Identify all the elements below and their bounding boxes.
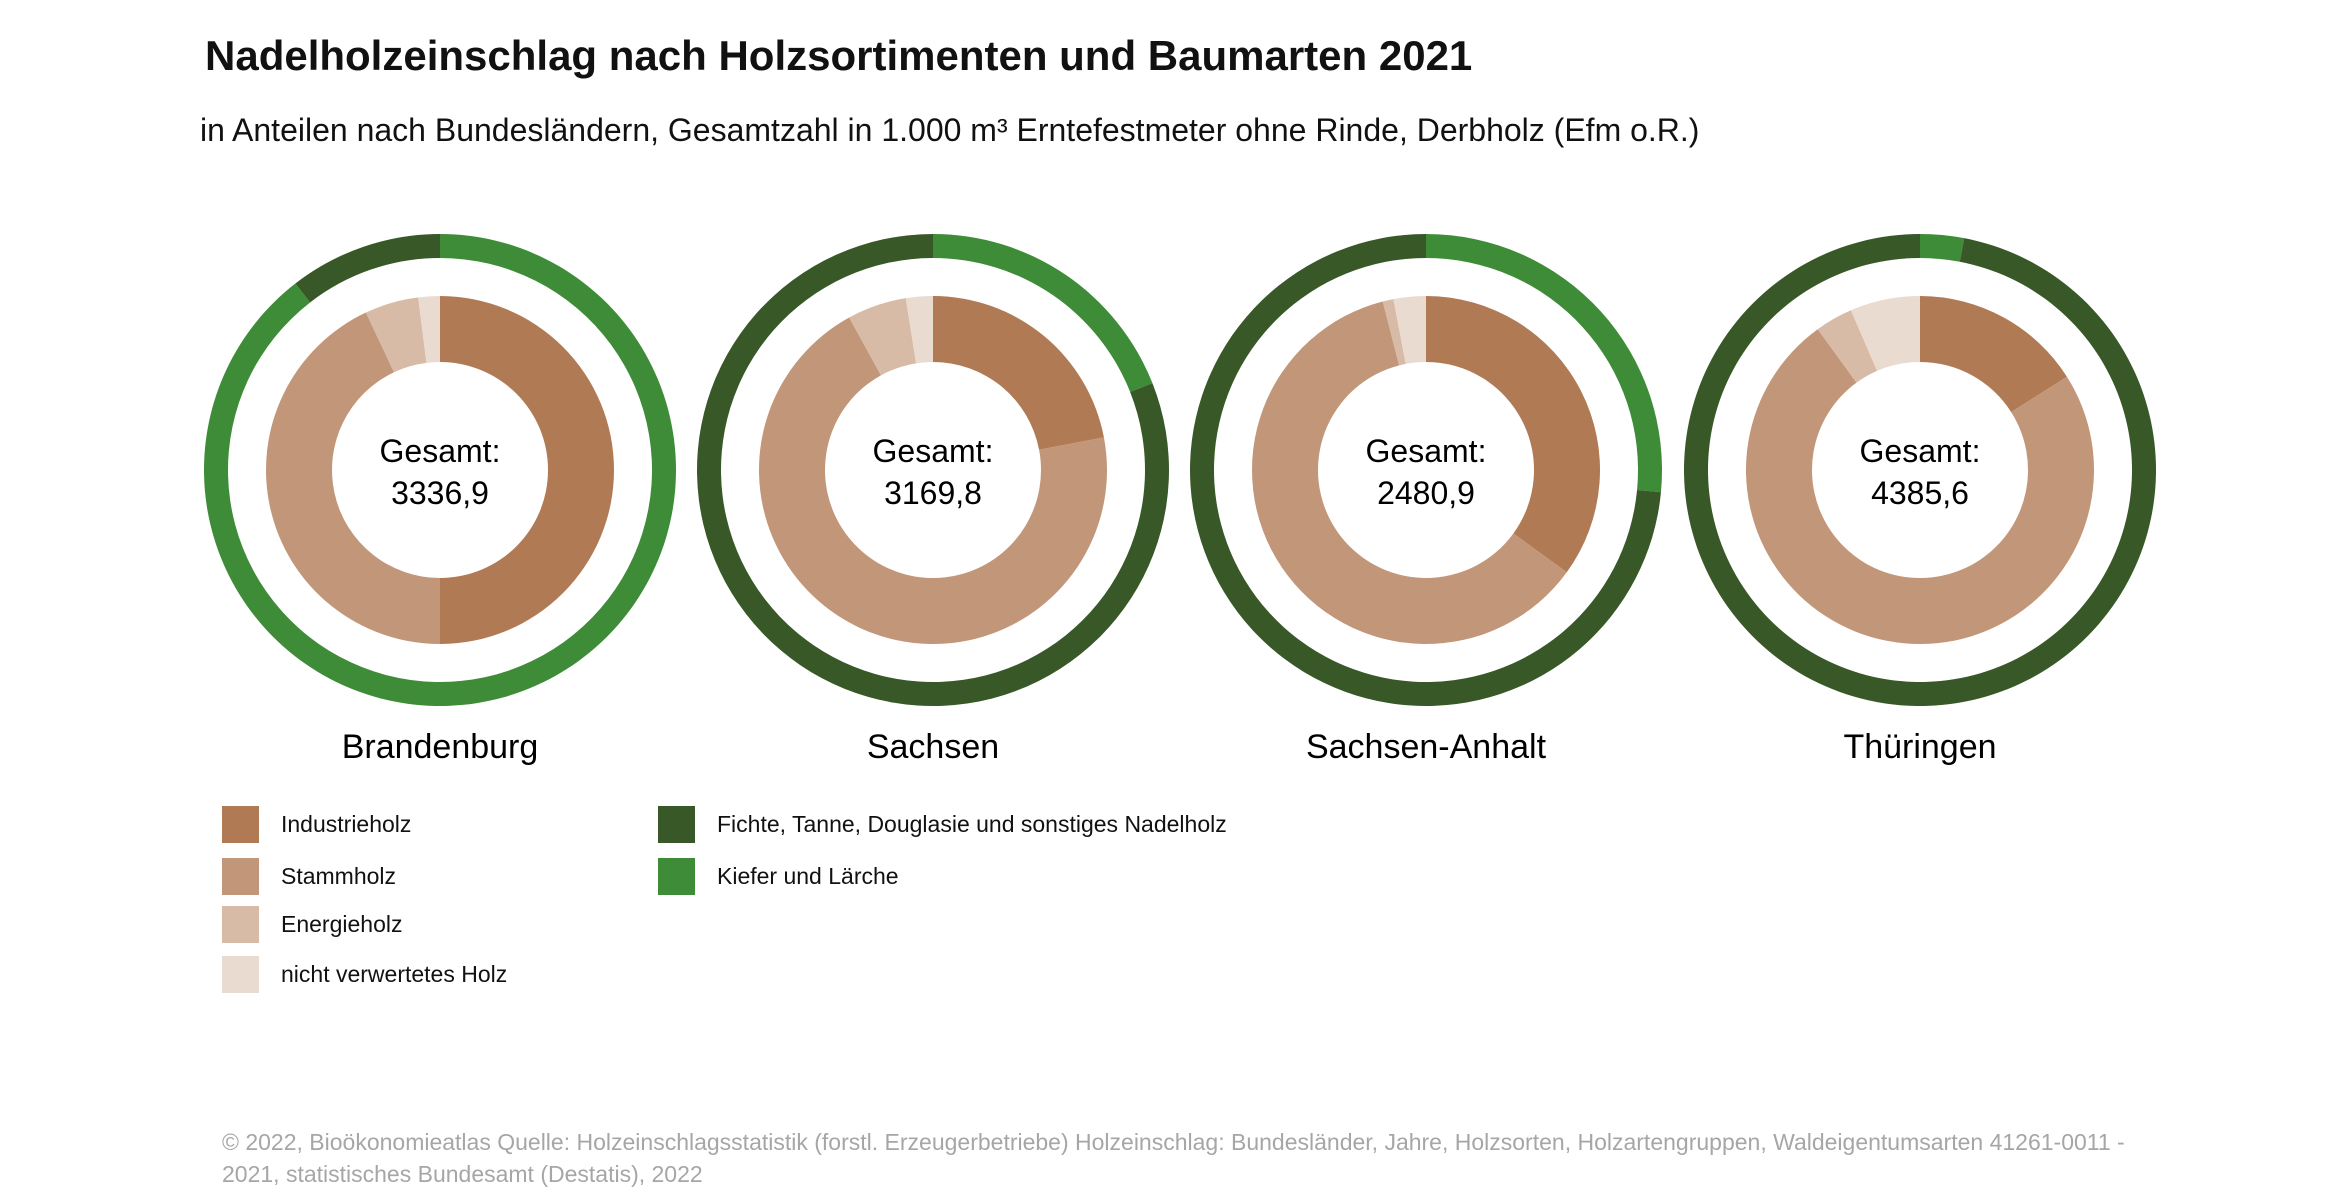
th-ringen-inner-slice-stammholz bbox=[1746, 329, 2094, 644]
donut-brandenburg: Gesamt: 3336,9 Brandenburg bbox=[204, 234, 676, 766]
th-ringen-inner-slice-industrieholz bbox=[1920, 296, 2067, 413]
donut-sachsen: Gesamt: 3169,8 Sachsen bbox=[697, 234, 1169, 766]
donut-charts: Gesamt: 3336,9 Brandenburg Gesamt: 3169,8 Sac… bbox=[204, 234, 2157, 766]
legend-label-fichte: Fichte, Tanne, Douglasie und sonstiges N… bbox=[717, 811, 1227, 837]
sachsen-anhalt-center-prefix: Gesamt: bbox=[1366, 433, 1487, 469]
brandenburg-inner-slice-stammholz bbox=[265, 312, 440, 644]
brandenburg-inner-slice-industrieholz bbox=[440, 296, 614, 644]
brandenburg-outer-slice-fichte bbox=[295, 234, 440, 303]
th-ringen-total-value: 4385,6 bbox=[1871, 475, 1969, 511]
brandenburg-total-value: 3336,9 bbox=[391, 475, 489, 511]
th-ringen-inner-slice-nicht_verwertet bbox=[1850, 296, 1920, 371]
legend-label-energieholz: Energieholz bbox=[281, 911, 403, 937]
legend-swatch-kiefer bbox=[658, 858, 695, 895]
sachsen-anhalt-region-label: Sachsen-Anhalt bbox=[1306, 728, 1547, 766]
th-ringen-outer-slice-kiefer bbox=[1920, 234, 1965, 262]
sachsen-inner-slice-stammholz bbox=[758, 317, 1107, 645]
brandenburg-inner-slice-nicht_verwertet bbox=[418, 296, 440, 363]
legend-item-energieholz: Energieholz bbox=[222, 906, 402, 943]
legend-item-kiefer: Kiefer und Lärche bbox=[658, 858, 899, 895]
legend-swatch-industrieholz bbox=[222, 806, 259, 843]
sachsen-anhalt-outer-slice-kiefer bbox=[1426, 234, 1662, 493]
sachsen-center-prefix: Gesamt: bbox=[873, 433, 994, 469]
brandenburg-center-prefix: Gesamt: bbox=[380, 433, 501, 469]
legend-swatch-stammholz bbox=[222, 858, 259, 895]
legend-label-stammholz: Stammholz bbox=[281, 863, 397, 889]
chart-title: Nadelholzeinschlag nach Holzsortimenten … bbox=[205, 32, 1473, 79]
legend-swatch-fichte bbox=[658, 806, 695, 843]
legend-item-fichte: Fichte, Tanne, Douglasie und sonstiges N… bbox=[658, 806, 1227, 843]
legend-label-kiefer: Kiefer und Lärche bbox=[717, 863, 899, 889]
chart-subtitle: in Anteilen nach Bundesländern, Gesamtza… bbox=[200, 112, 1700, 148]
donut-sachsen-anhalt: Gesamt: 2480,9 Sachsen-Anhalt bbox=[1190, 234, 1662, 766]
sachsen-anhalt-inner-slice-nicht_verwertet bbox=[1393, 296, 1426, 364]
donut-th-ringen: Gesamt: 4385,6 Thüringen bbox=[1684, 234, 2157, 766]
legend-item-stammholz: Stammholz bbox=[222, 858, 396, 895]
legend-label-nicht_verwertet: nicht verwertetes Holz bbox=[281, 961, 508, 987]
sachsen-inner-slice-energieholz bbox=[849, 298, 917, 376]
th-ringen-inner-slice-energieholz bbox=[1817, 310, 1878, 383]
sachsen-inner-slice-nicht_verwertet bbox=[905, 296, 933, 364]
legend-swatch-nicht_verwertet bbox=[222, 956, 259, 993]
brandenburg-inner-slice-energieholz bbox=[365, 297, 427, 373]
sachsen-inner-slice-industrieholz bbox=[933, 296, 1104, 450]
sachsen-anhalt-inner-slice-stammholz bbox=[1252, 301, 1567, 644]
sachsen-region-label: Sachsen bbox=[867, 728, 999, 766]
source-footer: © 2022, Bioökonomieatlas Quelle: Holzein… bbox=[222, 1129, 2125, 1187]
legend-label-industrieholz: Industrieholz bbox=[281, 811, 412, 837]
sachsen-total-value: 3169,8 bbox=[884, 475, 982, 511]
sachsen-outer-slice-kiefer bbox=[933, 234, 1153, 392]
sachsen-anhalt-inner-slice-industrieholz bbox=[1426, 296, 1600, 573]
legend-item-industrieholz: Industrieholz bbox=[222, 806, 411, 843]
brandenburg-region-label: Brandenburg bbox=[342, 728, 539, 766]
legend-item-nicht_verwertet: nicht verwertetes Holz bbox=[222, 956, 507, 993]
legend-swatch-energieholz bbox=[222, 906, 259, 943]
th-ringen-region-label: Thüringen bbox=[1843, 728, 1996, 766]
sachsen-anhalt-inner-slice-energieholz bbox=[1382, 299, 1406, 366]
th-ringen-center-prefix: Gesamt: bbox=[1860, 433, 1981, 469]
sachsen-anhalt-total-value: 2480,9 bbox=[1377, 475, 1475, 511]
